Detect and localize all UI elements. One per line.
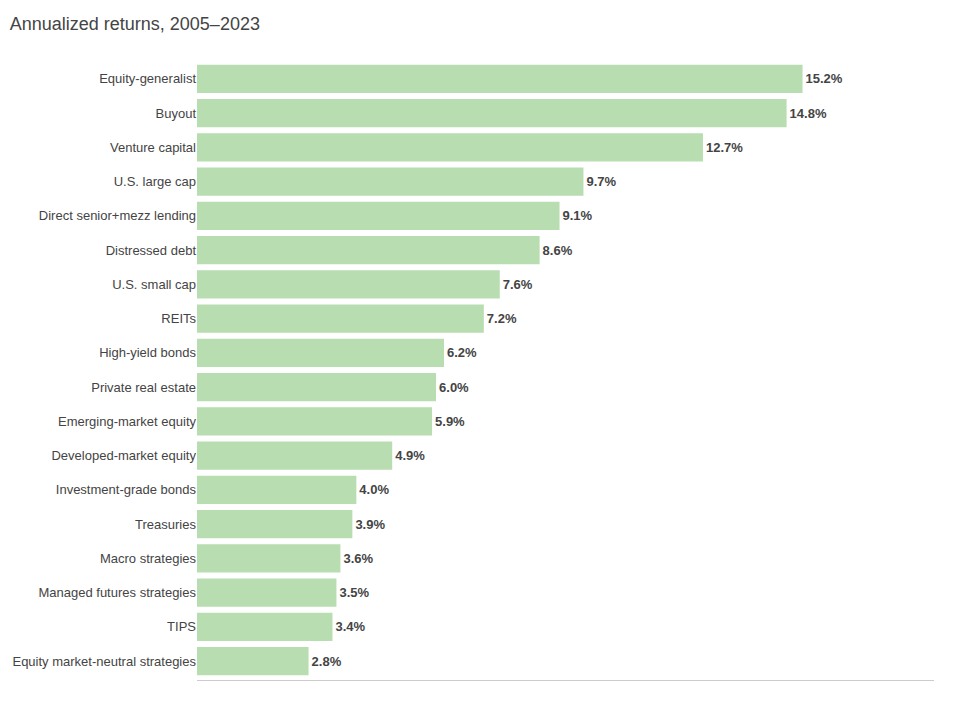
svg-text:Private real estate: Private real estate: [91, 380, 196, 395]
svg-text:Annualized returns, 2005–2023: Annualized returns, 2005–2023: [10, 14, 260, 34]
svg-text:4.0%: 4.0%: [359, 482, 389, 497]
svg-text:3.4%: 3.4%: [335, 619, 365, 634]
svg-text:Emerging-market equity: Emerging-market equity: [58, 414, 196, 429]
svg-text:9.1%: 9.1%: [563, 208, 593, 223]
svg-text:TIPS: TIPS: [167, 619, 196, 634]
svg-text:U.S. small cap: U.S. small cap: [112, 277, 196, 292]
svg-text:7.6%: 7.6%: [503, 277, 533, 292]
svg-text:Macro strategies: Macro strategies: [100, 551, 197, 566]
svg-text:7.2%: 7.2%: [487, 311, 517, 326]
svg-text:Investment-grade bonds: Investment-grade bonds: [56, 482, 197, 497]
svg-text:Buyout: Buyout: [156, 106, 197, 121]
svg-text:15.2%: 15.2%: [806, 71, 843, 86]
svg-text:Direct senior+mezz lending: Direct senior+mezz lending: [39, 208, 196, 223]
svg-text:Treasuries: Treasuries: [135, 517, 196, 532]
svg-text:Distressed debt: Distressed debt: [106, 243, 197, 258]
svg-text:8.6%: 8.6%: [543, 243, 573, 258]
svg-text:3.5%: 3.5%: [339, 585, 369, 600]
svg-text:High-yield bonds: High-yield bonds: [99, 345, 196, 360]
svg-text:12.7%: 12.7%: [706, 140, 743, 155]
svg-text:Venture capital: Venture capital: [110, 140, 196, 155]
svg-text:Managed futures strategies: Managed futures strategies: [38, 585, 196, 600]
svg-text:Developed-market equity: Developed-market equity: [51, 448, 196, 463]
svg-text:14.8%: 14.8%: [790, 106, 827, 121]
svg-text:3.6%: 3.6%: [343, 551, 373, 566]
svg-text:5.9%: 5.9%: [435, 414, 465, 429]
svg-text:2.8%: 2.8%: [312, 654, 342, 669]
svg-text:6.0%: 6.0%: [439, 380, 469, 395]
svg-text:U.S. large cap: U.S. large cap: [114, 174, 196, 189]
svg-text:Equity-generalist: Equity-generalist: [99, 71, 196, 86]
svg-text:3.9%: 3.9%: [355, 517, 385, 532]
svg-text:4.9%: 4.9%: [395, 448, 425, 463]
svg-text:Equity market-neutral strategi: Equity market-neutral strategies: [12, 654, 196, 669]
svg-text:REITs: REITs: [161, 311, 196, 326]
svg-text:6.2%: 6.2%: [447, 345, 477, 360]
svg-text:9.7%: 9.7%: [586, 174, 616, 189]
